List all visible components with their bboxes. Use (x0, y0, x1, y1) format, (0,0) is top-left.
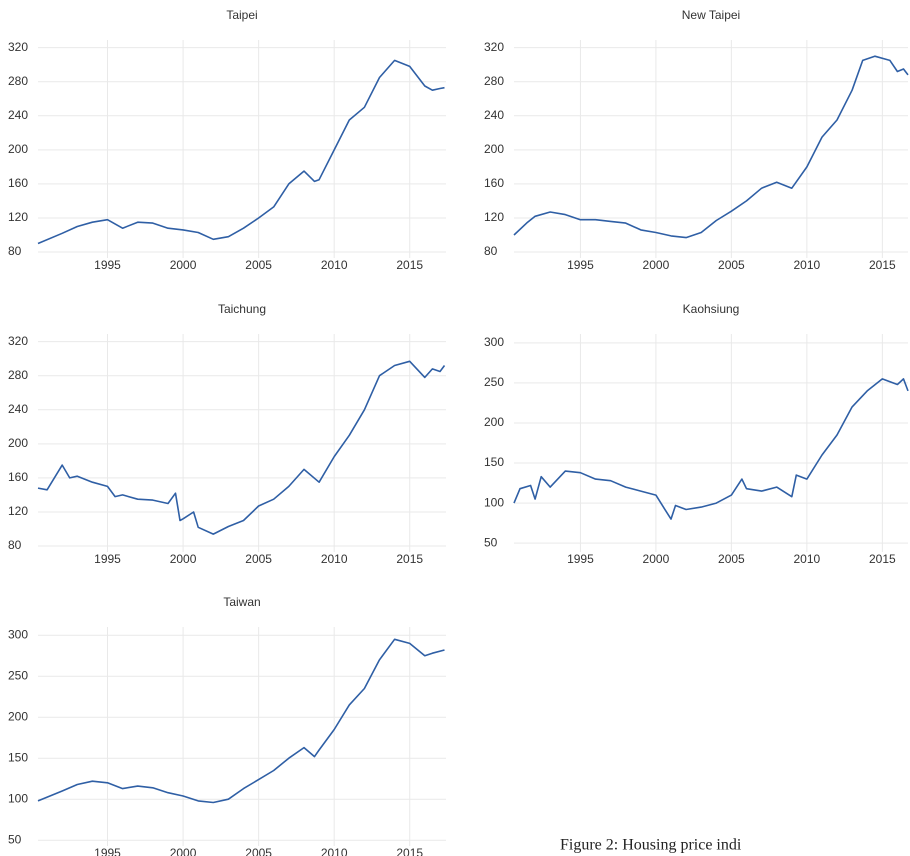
y-tick-label: 80 (484, 244, 498, 258)
x-tick-label: 2005 (245, 258, 272, 272)
y-tick-label: 320 (8, 334, 28, 348)
y-tick-label: 240 (484, 108, 504, 122)
x-tick-label: 1995 (94, 846, 121, 856)
data-line (37, 360, 446, 535)
x-tick-label: 2000 (170, 552, 197, 566)
x-tick-label: 1995 (94, 258, 121, 272)
data-line (37, 638, 445, 804)
y-tick-label: 320 (8, 40, 28, 54)
caption: Figure 2: Housing price indi (560, 837, 742, 854)
x-tick-label: 2000 (170, 846, 197, 856)
chart-title: Taichung (218, 302, 266, 316)
chart-title: Taipei (226, 8, 257, 22)
y-tick-label: 80 (8, 538, 22, 552)
x-tick-label: 1995 (567, 552, 594, 566)
y-tick-label: 320 (484, 40, 504, 54)
y-tick-label: 150 (484, 455, 504, 469)
y-tick-label: 280 (484, 74, 504, 88)
x-tick-label: 2010 (321, 258, 348, 272)
y-tick-label: 160 (8, 176, 28, 190)
x-tick-label: 2015 (396, 258, 423, 272)
y-tick-label: 200 (8, 709, 28, 723)
x-tick-label: 2005 (718, 552, 745, 566)
y-tick-label: 200 (8, 436, 28, 450)
data-line (513, 55, 909, 239)
data-line (37, 59, 445, 245)
x-tick-label: 1995 (94, 552, 121, 566)
y-tick-label: 240 (8, 402, 28, 416)
x-tick-label: 2000 (643, 258, 670, 272)
x-tick-label: 2015 (396, 846, 423, 856)
y-tick-label: 200 (484, 142, 504, 156)
chart-title: Taiwan (223, 595, 260, 609)
x-tick-label: 2010 (321, 846, 348, 856)
y-tick-label: 100 (484, 495, 504, 509)
x-tick-label: 2010 (794, 552, 821, 566)
x-tick-label: 2000 (643, 552, 670, 566)
x-tick-label: 1995 (567, 258, 594, 272)
y-tick-label: 100 (8, 791, 28, 805)
x-tick-label: 2015 (869, 552, 896, 566)
data-line (513, 378, 909, 520)
y-tick-label: 120 (484, 210, 504, 224)
x-tick-label: 2010 (321, 552, 348, 566)
y-tick-label: 160 (484, 176, 504, 190)
y-tick-label: 280 (8, 74, 28, 88)
y-tick-label: 120 (8, 210, 28, 224)
y-tick-label: 280 (8, 368, 28, 382)
chart-title: Kaohsiung (683, 302, 740, 316)
y-tick-label: 80 (8, 244, 22, 258)
y-tick-label: 50 (8, 832, 22, 846)
x-tick-label: 2005 (245, 846, 272, 856)
y-tick-label: 300 (484, 335, 504, 349)
y-tick-label: 120 (8, 504, 28, 518)
x-tick-label: 2005 (245, 552, 272, 566)
x-tick-label: 2015 (396, 552, 423, 566)
y-tick-label: 200 (8, 142, 28, 156)
chart-title: New Taipei (682, 8, 740, 22)
x-tick-label: 2000 (170, 258, 197, 272)
y-tick-label: 250 (484, 375, 504, 389)
y-tick-label: 200 (484, 415, 504, 429)
y-tick-label: 50 (484, 535, 498, 549)
y-tick-label: 160 (8, 470, 28, 484)
y-tick-label: 240 (8, 108, 28, 122)
x-tick-label: 2015 (869, 258, 896, 272)
x-tick-label: 2005 (718, 258, 745, 272)
y-tick-label: 300 (8, 627, 28, 641)
x-tick-label: 2010 (794, 258, 821, 272)
y-tick-label: 250 (8, 668, 28, 682)
y-tick-label: 150 (8, 750, 28, 764)
